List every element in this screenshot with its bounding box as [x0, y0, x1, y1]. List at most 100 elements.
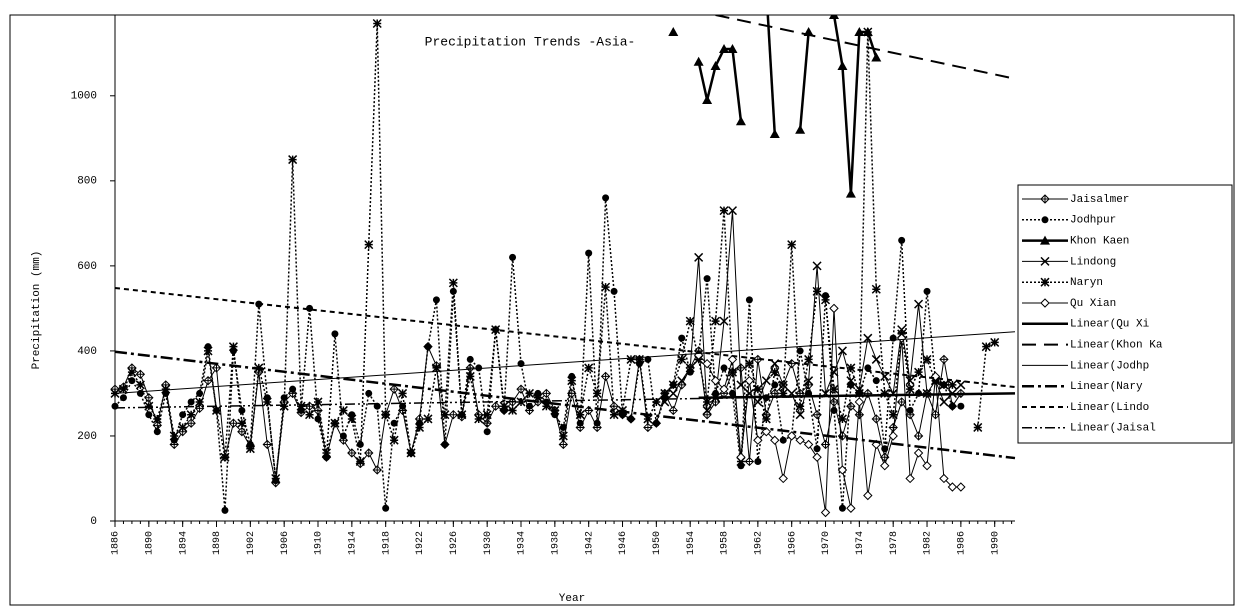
data-point [854, 384, 864, 394]
data-point [228, 418, 239, 428]
data-point [441, 440, 449, 448]
data-point [550, 405, 560, 415]
x-tick-label: 1990 [990, 531, 1001, 555]
data-point [846, 363, 856, 373]
data-point [702, 409, 712, 420]
data-point [584, 363, 594, 373]
data-point [761, 414, 771, 424]
data-point [110, 388, 120, 398]
data-point [289, 385, 297, 393]
data-point [923, 287, 931, 295]
trend-line [715, 15, 1016, 80]
data-point [863, 490, 873, 501]
data-point [668, 380, 678, 390]
data-point [795, 401, 805, 411]
data-point [939, 473, 949, 484]
data-point [627, 415, 635, 423]
data-point [702, 397, 712, 407]
data-point [186, 410, 196, 420]
data-point [685, 363, 695, 373]
series-line [697, 47, 743, 122]
data-point [820, 295, 831, 305]
x-tick-label: 1966 [787, 531, 798, 555]
data-point [448, 409, 459, 420]
series-line [766, 15, 777, 135]
data-point [854, 388, 864, 398]
data-point [906, 406, 914, 414]
data-point [727, 206, 738, 216]
data-point [390, 419, 398, 427]
data-point [881, 445, 889, 453]
data-point [365, 389, 373, 397]
data-point [262, 397, 272, 407]
data-point [922, 461, 932, 471]
data-point [516, 384, 526, 394]
data-point [203, 346, 213, 356]
x-tick-label: 1958 [720, 531, 731, 555]
legend-label: Linear(Jaisal [1070, 423, 1156, 435]
data-point [804, 354, 814, 364]
data-point [203, 375, 213, 386]
data-point [136, 389, 144, 397]
data-point [237, 418, 247, 428]
data-point [863, 333, 873, 343]
data-point [364, 240, 374, 250]
data-point [372, 465, 382, 475]
x-tick-label: 1982 [923, 531, 934, 555]
data-point [720, 364, 728, 372]
data-point [898, 236, 906, 244]
y-tick-label: 1000 [71, 91, 97, 103]
data-point [179, 411, 187, 419]
data-point [812, 261, 822, 271]
data-point [499, 401, 509, 411]
data-point [541, 388, 552, 399]
data-point [583, 405, 594, 416]
data-point [795, 435, 805, 445]
data-point [744, 456, 755, 467]
series-line [798, 31, 810, 130]
data-point [914, 367, 924, 377]
data-point [196, 389, 204, 397]
legend-marker [1040, 277, 1050, 287]
data-point [306, 304, 314, 312]
data-point [779, 436, 787, 444]
data-point [957, 402, 965, 410]
data-point [602, 194, 610, 202]
data-point [475, 364, 483, 372]
data-point [644, 355, 652, 363]
data-point [693, 56, 704, 66]
x-tick-label: 1906 [280, 531, 291, 555]
data-point [829, 384, 839, 394]
data-point [585, 249, 593, 257]
legend-label: Linear(Nary [1070, 381, 1143, 393]
y-tick-label: 800 [77, 176, 97, 188]
data-point [610, 287, 618, 295]
y-tick-label: 600 [77, 261, 97, 273]
data-point [939, 380, 949, 390]
data-point [152, 414, 162, 424]
data-point [846, 503, 856, 513]
x-tick-label: 1894 [178, 531, 189, 555]
data-point [382, 504, 390, 512]
data-point [228, 342, 238, 352]
data-point [930, 371, 941, 382]
data-point [161, 384, 171, 394]
data-point [905, 409, 915, 420]
data-point [389, 384, 399, 394]
data-point [465, 363, 475, 373]
data-point [271, 473, 281, 484]
data-point [483, 428, 491, 436]
data-point [770, 435, 780, 445]
x-tick-label: 1942 [584, 531, 595, 555]
chart-title: Precipitation Trends -Asia- [425, 34, 636, 49]
data-point [339, 432, 347, 440]
data-point [424, 343, 432, 351]
data-point [524, 388, 535, 398]
data-point [771, 381, 779, 389]
legend-label: Naryn [1070, 277, 1103, 289]
legend-marker [1040, 298, 1050, 308]
data-point [838, 504, 846, 512]
data-point [837, 61, 848, 71]
data-point [389, 435, 399, 445]
